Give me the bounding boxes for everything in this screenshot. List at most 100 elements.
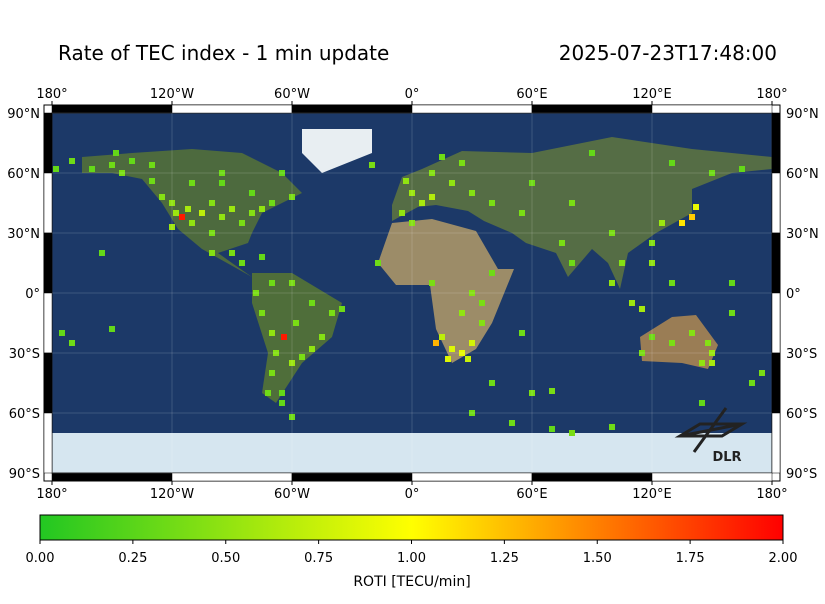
roti-cell: [529, 390, 535, 396]
title: Rate of TEC index - 1 min update: [58, 41, 389, 65]
roti-cell: [319, 334, 325, 340]
frame-segment: [51, 104, 173, 114]
roti-cell: [219, 180, 225, 186]
roti-cell: [479, 320, 485, 326]
x-tick-label: 0°: [405, 87, 420, 102]
roti-cell: [189, 180, 195, 186]
north-america: [82, 149, 302, 277]
x-tick-label: 120°W: [150, 487, 194, 502]
roti-cell: [669, 280, 675, 286]
roti-cell: [279, 390, 285, 396]
roti-cell: [269, 330, 275, 336]
roti-cell: [569, 200, 575, 206]
africa: [378, 219, 514, 363]
roti-cell: [439, 154, 445, 160]
y-tick-label: 60°S: [9, 407, 40, 422]
roti-cell: [173, 210, 179, 216]
y-tick-label: 90°N: [786, 107, 819, 122]
roti-cell: [449, 346, 455, 352]
y-tick-label: 90°S: [9, 467, 40, 482]
roti-cell: [469, 190, 475, 196]
roti-cell: [269, 200, 275, 206]
colorbar-tick-label: 0.50: [211, 551, 240, 566]
x-tick-label: 180°: [36, 87, 67, 102]
roti-cell: [429, 170, 435, 176]
roti-cell: [569, 430, 575, 436]
roti-cell: [339, 306, 345, 312]
roti-cell: [759, 370, 765, 376]
roti-cell: [269, 280, 275, 286]
roti-cell: [639, 306, 645, 312]
roti-cell: [729, 280, 735, 286]
x-tick-label: 120°E: [632, 87, 672, 102]
roti-cell: [69, 340, 75, 346]
roti-cell: [249, 210, 255, 216]
x-tick-label: 120°E: [632, 487, 672, 502]
roti-cell: [185, 206, 191, 212]
roti-cell: [709, 170, 715, 176]
roti-cell: [269, 370, 275, 376]
y-tick-label: 60°N: [7, 167, 40, 182]
eurasia: [392, 137, 772, 289]
logo-mark: [674, 407, 748, 453]
roti-cell: [549, 388, 555, 394]
roti-cell: [433, 340, 439, 346]
roti-cell: [239, 260, 245, 266]
roti-cell: [289, 194, 295, 200]
roti-cell: [699, 360, 705, 366]
colorbar-tick-label: 1.50: [583, 551, 612, 566]
roti-cell: [529, 180, 535, 186]
roti-cell: [649, 334, 655, 340]
roti-cell: [281, 334, 287, 340]
roti-cell: [465, 356, 471, 362]
y-tick-label: 90°S: [786, 467, 817, 482]
roti-cell: [549, 426, 555, 432]
roti-cell: [459, 160, 465, 166]
roti-cell: [209, 250, 215, 256]
roti-cell: [739, 166, 745, 172]
roti-cell: [239, 220, 245, 226]
roti-cell: [89, 166, 95, 172]
x-tick-label: 180°: [756, 87, 787, 102]
frame-segment: [531, 472, 653, 482]
x-tick-label: 60°E: [516, 87, 547, 102]
roti-cell: [293, 320, 299, 326]
roti-cell: [509, 420, 515, 426]
greenland: [302, 129, 372, 173]
roti-cell: [469, 340, 475, 346]
x-tick-label: 60°E: [516, 487, 547, 502]
roti-cell: [53, 166, 59, 172]
frame-segment: [651, 472, 773, 482]
frame-segment: [43, 112, 53, 174]
roti-cell: [693, 204, 699, 210]
roti-cell: [249, 190, 255, 196]
roti-cell: [429, 194, 435, 200]
roti-cell: [253, 290, 259, 296]
roti-cell: [589, 150, 595, 156]
roti-cell: [219, 170, 225, 176]
roti-cell: [309, 346, 315, 352]
roti-cell: [209, 230, 215, 236]
x-tick-label: 180°: [756, 487, 787, 502]
y-tick-label: 90°N: [7, 107, 40, 122]
map: [52, 113, 772, 473]
logo: [674, 407, 748, 453]
roti-cell: [699, 400, 705, 406]
roti-cell: [459, 350, 465, 356]
frame-segment: [291, 104, 413, 114]
roti-cell: [299, 354, 305, 360]
roti-cell: [399, 210, 405, 216]
roti-cell: [309, 300, 315, 306]
colorbar-tick-label: 1.00: [397, 551, 426, 566]
y-tick-label: 30°N: [786, 227, 819, 242]
roti-cell: [569, 260, 575, 266]
roti-cell: [129, 158, 135, 164]
frame-segment: [411, 104, 533, 114]
australia: [640, 315, 718, 369]
roti-cell: [609, 230, 615, 236]
colorbar-tick-label: 0.25: [118, 551, 147, 566]
roti-cell: [669, 340, 675, 346]
roti-cell: [469, 290, 475, 296]
